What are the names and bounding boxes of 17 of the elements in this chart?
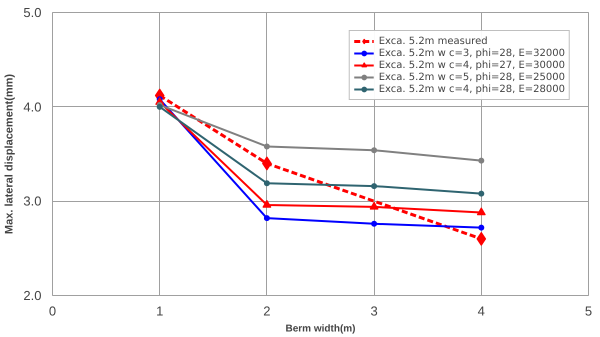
y-tick-label: 5.0 bbox=[23, 5, 42, 20]
x-tick-label: 2 bbox=[263, 304, 271, 318]
x-tick-label: 4 bbox=[478, 304, 485, 318]
y-axis-title: Max. lateral displacement(mm) bbox=[3, 74, 16, 234]
legend-label: Exca. 5.2m w c=4, phi=28, E=28000 bbox=[378, 83, 565, 95]
x-tick-label: 5 bbox=[584, 304, 592, 318]
legend-label: Exca. 5.2m w c=3, phi=28, E=32000 bbox=[378, 47, 565, 59]
y-tick-label: 4.0 bbox=[23, 99, 42, 114]
x-tick-label: 3 bbox=[370, 304, 378, 318]
legend-label: Exca. 5.2m measured bbox=[378, 35, 488, 47]
x-tick-label: 1 bbox=[156, 304, 164, 318]
legend-label: Exca. 5.2m w c=5, phi=28, E=25000 bbox=[378, 71, 565, 83]
y-tick-label: 2.0 bbox=[23, 288, 42, 303]
y-tick-label: 3.0 bbox=[23, 194, 42, 209]
legend-label: Exca. 5.2m w c=4, phi=27, E=30000 bbox=[378, 59, 565, 71]
x-tick-label: 0 bbox=[48, 304, 56, 318]
x-axis-title: Berm width(m) bbox=[286, 324, 356, 334]
